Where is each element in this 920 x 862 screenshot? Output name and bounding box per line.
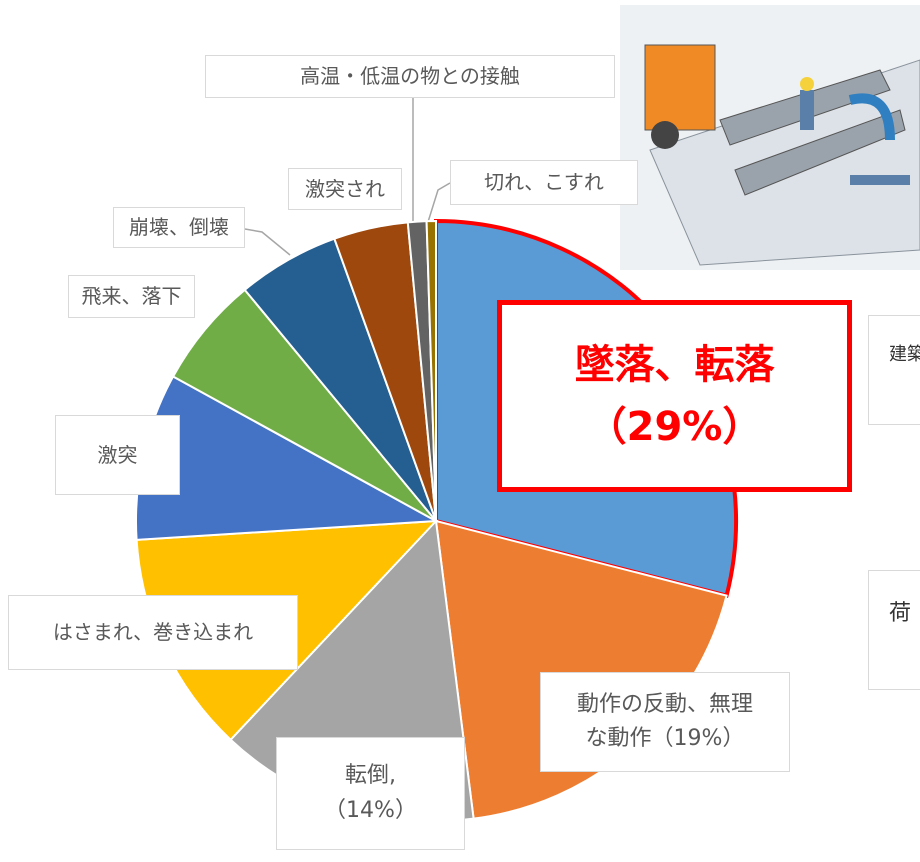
value-label: （29%） [586, 404, 763, 450]
category-label: 激突され [305, 176, 385, 201]
pie-slice [425, 219, 437, 522]
slice-label: 動作の反動、無理な動作（19%） [540, 672, 790, 772]
slice-label: 飛来、落下 [68, 275, 195, 318]
slice-label: はさまれ、巻き込まれ [8, 595, 298, 670]
slice-label: 激突 [55, 415, 180, 495]
category-label: 飛来、落下 [81, 284, 182, 308]
category-label: はさまれ、巻き込まれ [52, 620, 254, 644]
illustration [620, 5, 920, 270]
value-label: （19%） [651, 726, 745, 751]
category-label: 崩壊、倒壊 [129, 215, 229, 239]
category-label: 激突 [97, 442, 138, 467]
side-label: 建築 [889, 344, 920, 365]
slice-label: 転倒, （14%） [276, 737, 465, 850]
category-label: 転倒, [345, 763, 396, 789]
value-label: （14%） [324, 797, 417, 823]
category-label: 高温・低温の物との接触 [300, 64, 520, 88]
slice-label: 墜落、転落 （29%） [497, 300, 852, 492]
slice-label: 切れ、こすれ [450, 160, 638, 205]
category-label: 墜落、転落 [574, 342, 775, 388]
side-box: 建築 [868, 315, 920, 425]
slice-label: 激突され [288, 168, 402, 210]
category-label: 動作の反動、無理な動作 [576, 691, 753, 751]
side-box: 荷 [868, 570, 920, 690]
side-label: 荷 [889, 601, 912, 626]
leader-lines [244, 98, 451, 256]
slice-label: 高温・低温の物との接触 [205, 55, 615, 98]
slice-label: 崩壊、倒壊 [113, 207, 245, 248]
category-label: 切れ、こすれ [484, 170, 604, 194]
